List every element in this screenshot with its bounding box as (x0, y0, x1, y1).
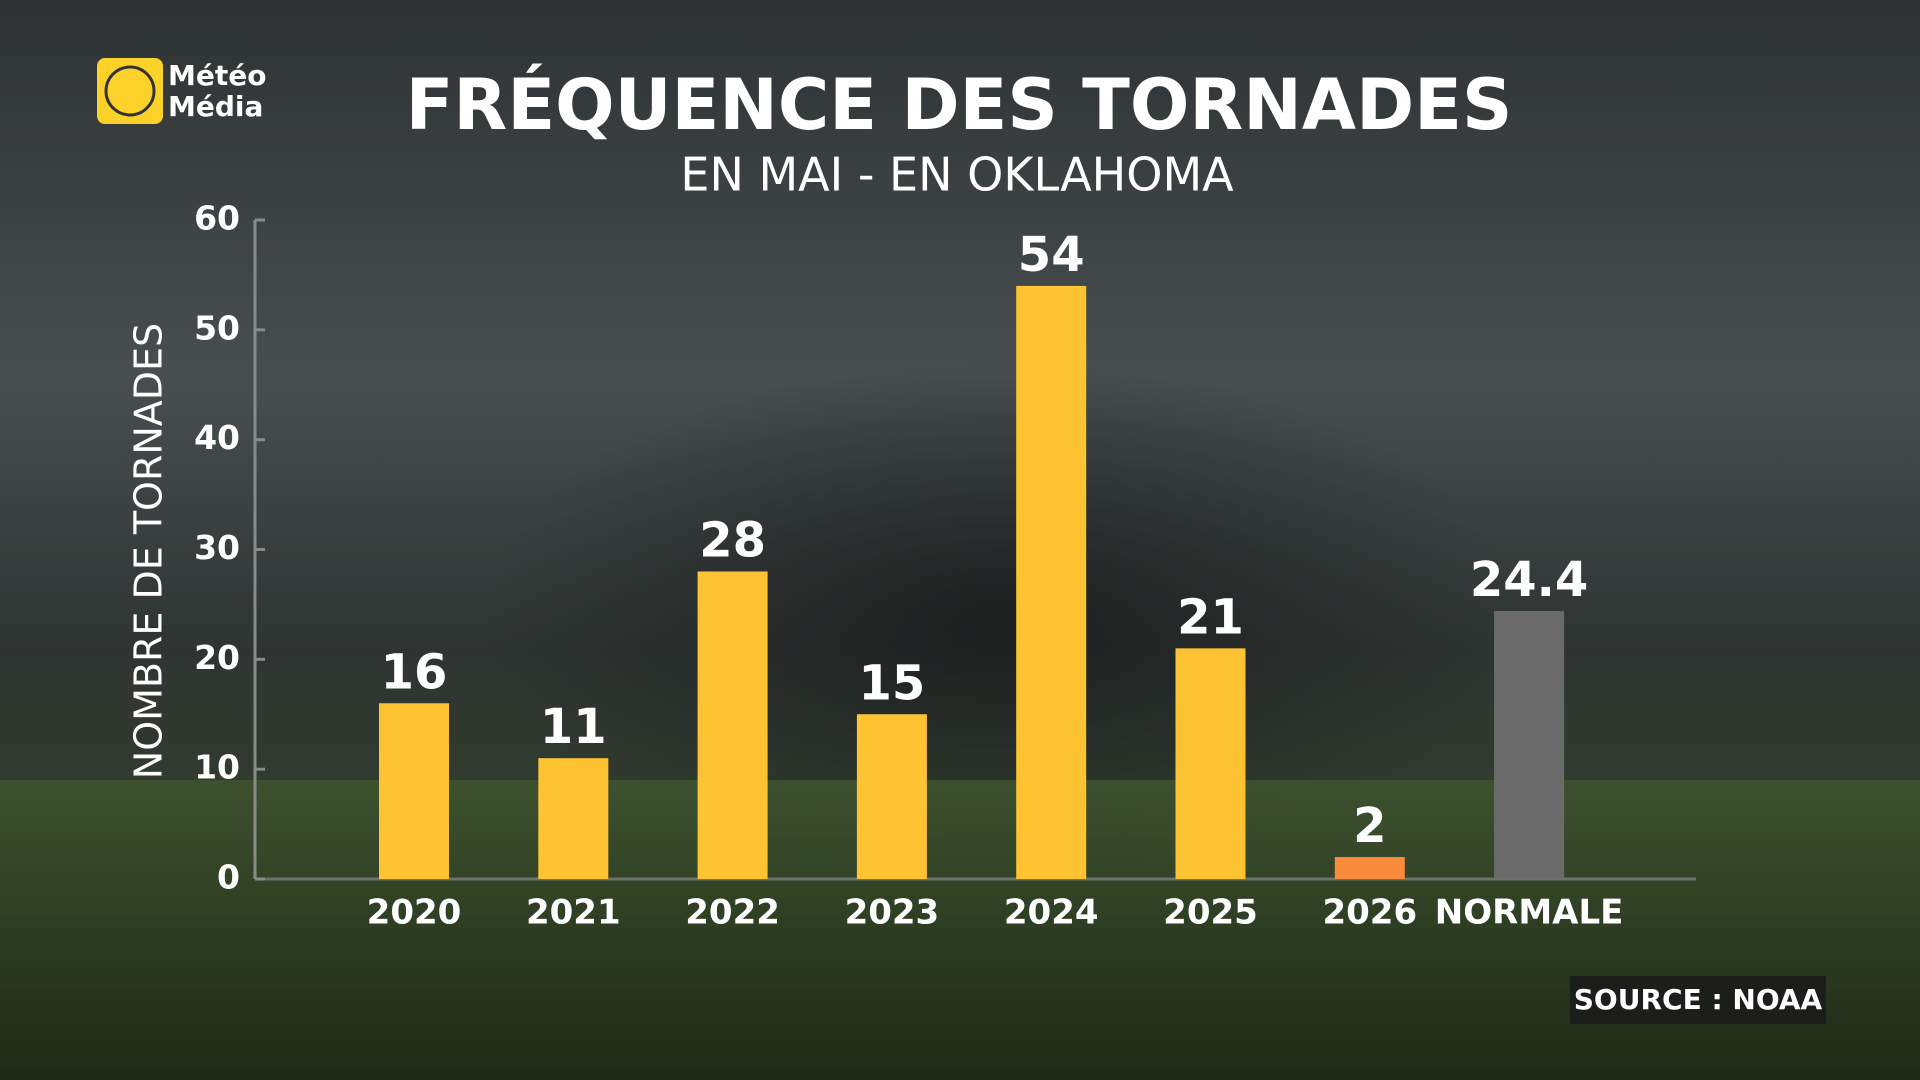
bar (379, 703, 449, 879)
x-tick-label: 2020 (367, 893, 462, 933)
x-tick-label: 2024 (1004, 893, 1099, 933)
x-tick-label: 2025 (1163, 893, 1258, 933)
y-tick-label: 40 (194, 418, 240, 457)
field (0, 780, 1920, 1080)
y-tick-label: 60 (194, 199, 240, 238)
bar (1016, 285, 1087, 879)
bar (538, 758, 609, 879)
bar (1334, 857, 1405, 879)
source-box: SOURCE : NOAA (1570, 976, 1826, 1024)
value-label: 24.4 (1470, 552, 1588, 608)
value-label: 16 (381, 644, 448, 700)
value-label: 21 (1177, 589, 1244, 645)
logo-text: Météo (168, 59, 266, 92)
x-tick-label: 2026 (1322, 893, 1417, 933)
y-tick-label: 0 (217, 858, 240, 897)
y-axis-label: NOMBRE DE TORNADES (127, 323, 171, 779)
y-tick-label: 50 (194, 308, 240, 347)
value-label: 15 (859, 655, 926, 711)
chart-title: FRÉQUENCE DES TORNADES (406, 64, 1513, 146)
bar (856, 714, 927, 879)
x-tick-label: 2021 (526, 893, 621, 933)
source-background (1570, 976, 1826, 1024)
bar (1494, 611, 1565, 879)
logo-text: Média (168, 90, 263, 123)
x-tick-label: 2022 (685, 893, 780, 933)
source: SOURCE : NOAA (1574, 983, 1823, 1016)
x-tick-label: NORMALE (1435, 893, 1624, 933)
bar (697, 571, 768, 879)
x-tick-label: 2023 (845, 893, 940, 933)
y-tick-label: 10 (194, 748, 240, 787)
y-tick-label: 30 (194, 528, 240, 567)
y-tick-label: 20 (194, 638, 240, 677)
chart-subtitle: EN MAI - EN OKLAHOMA (680, 148, 1234, 202)
bar (1175, 648, 1246, 879)
value-label: 54 (1018, 227, 1085, 283)
logo-globe (104, 65, 156, 117)
value-label: 11 (540, 699, 607, 755)
value-label: 2 (1353, 798, 1386, 854)
value-label: 28 (699, 512, 766, 568)
logo: Météo Média (97, 58, 266, 124)
